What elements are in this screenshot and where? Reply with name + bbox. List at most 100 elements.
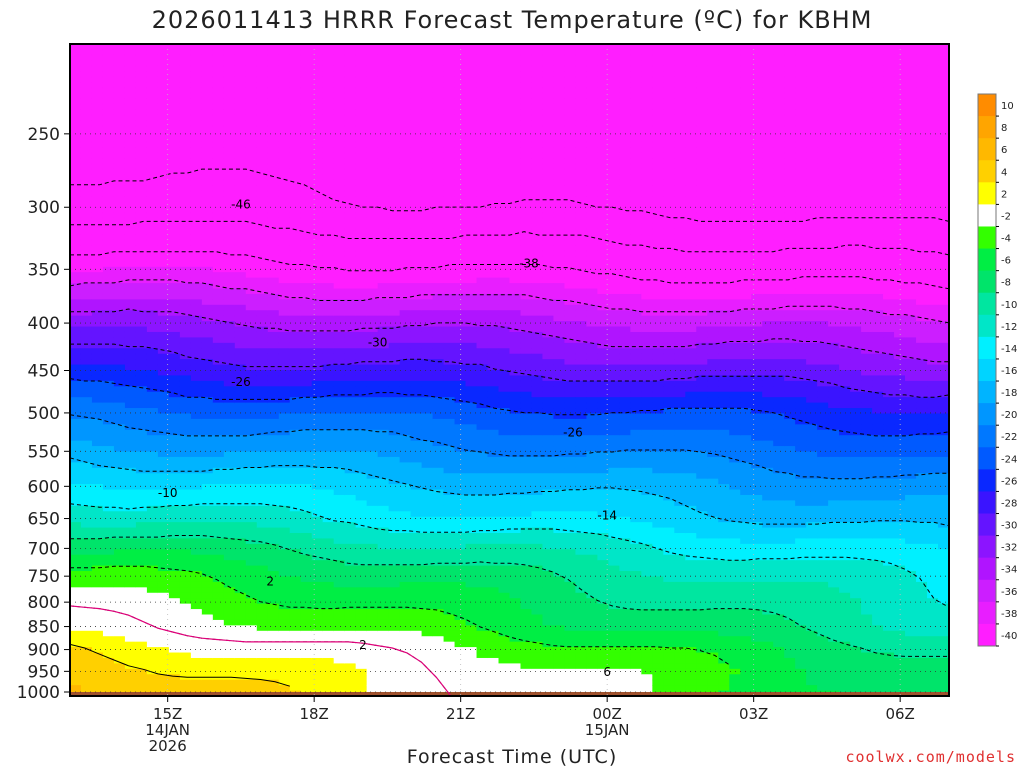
field-cell	[91, 44, 104, 51]
field-cell	[322, 283, 335, 290]
field-cell	[410, 136, 423, 143]
field-cell	[465, 576, 478, 583]
field-cell	[223, 435, 236, 442]
field-cell	[498, 554, 511, 561]
field-cell	[278, 560, 291, 567]
field-cell	[124, 516, 137, 523]
field-cell	[300, 380, 313, 387]
field-cell	[487, 353, 500, 360]
field-cell	[366, 293, 379, 300]
field-cell	[256, 440, 269, 447]
field-cell	[223, 375, 236, 382]
field-cell	[421, 587, 434, 594]
field-cell	[124, 554, 137, 561]
field-cell	[509, 571, 522, 578]
field-cell	[201, 657, 214, 664]
field-cell	[377, 587, 390, 594]
field-cell	[377, 147, 390, 154]
field-cell	[113, 239, 126, 246]
field-cell	[465, 217, 478, 224]
field-cell	[366, 386, 379, 393]
field-cell	[322, 402, 335, 409]
field-cell	[465, 380, 478, 387]
field-cell	[498, 538, 511, 545]
field-cell	[388, 245, 401, 252]
field-cell	[135, 212, 148, 219]
field-cell	[168, 516, 181, 523]
field-cell	[190, 402, 203, 409]
field-cell	[333, 679, 346, 686]
field-cell	[443, 223, 456, 230]
field-cell	[487, 592, 500, 599]
field-cell	[278, 250, 291, 257]
field-cell	[289, 114, 302, 121]
field-cell	[102, 342, 115, 349]
field-cell	[223, 685, 236, 692]
field-cell	[146, 614, 159, 621]
field-cell	[300, 619, 313, 626]
field-cell	[377, 228, 390, 235]
field-cell	[432, 87, 445, 94]
field-cell	[190, 255, 203, 262]
field-cell	[487, 359, 500, 366]
field-cell	[234, 478, 247, 485]
field-cell	[300, 587, 313, 594]
field-cell	[146, 494, 159, 501]
field-cell	[267, 321, 280, 328]
field-cell	[311, 456, 324, 463]
field-cell	[212, 413, 225, 420]
field-cell	[102, 473, 115, 480]
field-cell	[278, 158, 291, 165]
field-cell	[355, 451, 368, 458]
field-cell	[399, 467, 412, 474]
field-cell	[256, 348, 269, 355]
field-cell	[509, 668, 522, 675]
field-cell	[245, 359, 258, 366]
field-cell	[278, 196, 291, 203]
field-cell	[399, 489, 412, 496]
field-cell	[267, 54, 280, 61]
field-cell	[113, 636, 126, 643]
field-cell	[135, 130, 148, 137]
field-cell	[267, 348, 280, 355]
field-cell	[267, 647, 280, 654]
field-cell	[333, 435, 346, 442]
field-cell	[223, 158, 236, 165]
field-cell	[465, 565, 478, 572]
field-cell	[135, 283, 148, 290]
field-cell	[190, 228, 203, 235]
field-cell	[70, 228, 82, 235]
field-cell	[344, 277, 357, 284]
field-cell	[157, 397, 170, 404]
field-cell	[190, 598, 203, 605]
field-cell	[432, 277, 445, 284]
field-cell	[124, 353, 137, 360]
field-cell	[311, 109, 324, 116]
field-cell	[311, 494, 324, 501]
field-cell	[498, 266, 511, 273]
field-cell	[113, 571, 126, 578]
field-cell	[267, 484, 280, 491]
field-cell	[421, 82, 434, 89]
field-cell	[80, 647, 93, 654]
field-cell	[179, 109, 192, 116]
field-cell	[465, 641, 478, 648]
field-cell	[388, 533, 401, 540]
field-cell	[509, 152, 522, 159]
field-cell	[289, 141, 302, 148]
field-cell	[498, 489, 511, 496]
field-cell	[168, 489, 181, 496]
field-cell	[201, 375, 214, 382]
field-cell	[498, 255, 511, 262]
field-cell	[256, 581, 269, 588]
field-cell	[190, 451, 203, 458]
field-cell	[245, 315, 258, 322]
field-cell	[102, 418, 115, 425]
field-cell	[267, 293, 280, 300]
field-cell	[179, 522, 192, 529]
field-cell	[179, 245, 192, 252]
field-cell	[465, 299, 478, 306]
field-cell	[190, 489, 203, 496]
field-cell	[322, 516, 335, 523]
field-cell	[135, 636, 148, 643]
